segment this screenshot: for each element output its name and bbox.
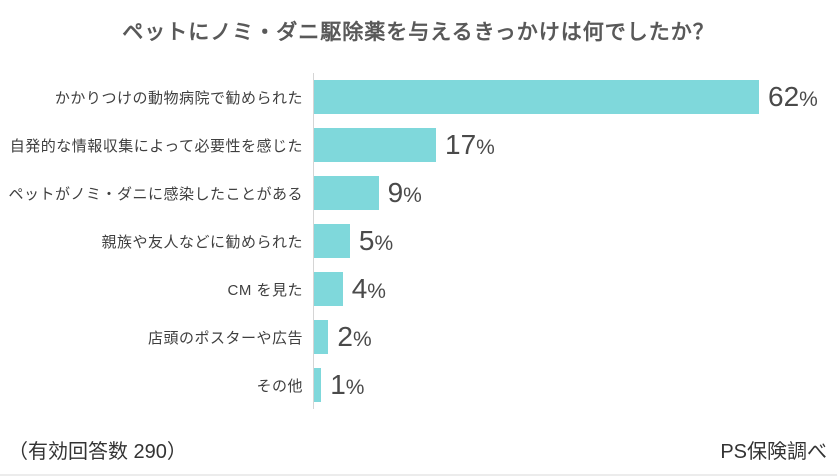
value-label: 5% bbox=[359, 227, 393, 255]
category-label: かかりつけの動物病院で勧められた bbox=[54, 89, 303, 107]
bar-track: 1% bbox=[313, 361, 837, 409]
bar-track: 2% bbox=[313, 313, 837, 361]
bar bbox=[314, 368, 322, 402]
category-label: CM を見た bbox=[227, 281, 303, 299]
bar bbox=[314, 80, 759, 114]
chart-row: 親族や友人などに勧められた 5% bbox=[0, 217, 837, 265]
percent-sign: % bbox=[352, 328, 372, 351]
bar-track: 4% bbox=[313, 265, 837, 313]
value-label: 9% bbox=[388, 179, 422, 207]
bar bbox=[314, 320, 329, 354]
value-number: 1 bbox=[330, 369, 346, 400]
value-label: 17% bbox=[445, 131, 495, 159]
bar bbox=[314, 128, 436, 162]
chart-row: かかりつけの動物病院で勧められた 62% bbox=[0, 73, 837, 121]
value-number: 4 bbox=[351, 273, 368, 304]
chart-title: ペットにノミ・ダニ駆除薬を与えるきっかけは何でしたか？ bbox=[122, 21, 715, 44]
category-label: 店頭のポスターや広告 bbox=[147, 329, 303, 347]
chart-row: 自発的な情報収集によって必要性を感じた 17% bbox=[0, 121, 837, 169]
value-label: 1% bbox=[330, 371, 364, 399]
sample-size-note: （有効回答数 290） bbox=[8, 441, 187, 463]
value-number: 2 bbox=[337, 321, 353, 352]
value-label: 4% bbox=[352, 275, 386, 303]
footer: （有効回答数 290） PS保険調べ bbox=[0, 435, 837, 464]
percent-sign: % bbox=[799, 88, 818, 111]
percent-sign: % bbox=[374, 232, 394, 255]
value-number: 5 bbox=[358, 225, 375, 256]
value-number: 9 bbox=[387, 177, 404, 208]
value-number: 17 bbox=[445, 129, 477, 160]
bar-track: 5% bbox=[313, 217, 837, 265]
source-credit: PS保険調べ bbox=[720, 441, 827, 463]
chart-row: CM を見た 4% bbox=[0, 265, 837, 313]
category-label: 親族や友人などに勧められた bbox=[101, 233, 303, 251]
chart-row: 店頭のポスターや広告 2% bbox=[0, 313, 837, 361]
value-label: 62% bbox=[768, 83, 818, 111]
percent-sign: % bbox=[403, 184, 422, 207]
bar bbox=[314, 176, 379, 210]
bar bbox=[314, 224, 350, 258]
bar-track: 62% bbox=[313, 73, 837, 121]
bar bbox=[314, 272, 343, 306]
bar-track: 9% bbox=[313, 169, 837, 217]
chart-row: その他 1% bbox=[0, 361, 837, 409]
category-label: その他 bbox=[256, 377, 303, 395]
chart-row: ペットがノミ・ダニに感染したことがある 9% bbox=[0, 169, 837, 217]
value-label: 2% bbox=[337, 323, 371, 351]
percent-sign: % bbox=[367, 280, 386, 303]
percent-sign: % bbox=[476, 136, 495, 159]
category-label: 自発的な情報収集によって必要性を感じた bbox=[9, 137, 303, 155]
percent-sign: % bbox=[345, 376, 365, 399]
bar-track: 17% bbox=[313, 121, 837, 169]
bar-chart: かかりつけの動物病院で勧められた 62% 自発的な情報収集によって必要性を感じた… bbox=[0, 73, 837, 409]
value-number: 62 bbox=[768, 81, 800, 112]
category-label: ペットがノミ・ダニに感染したことがある bbox=[8, 185, 303, 203]
